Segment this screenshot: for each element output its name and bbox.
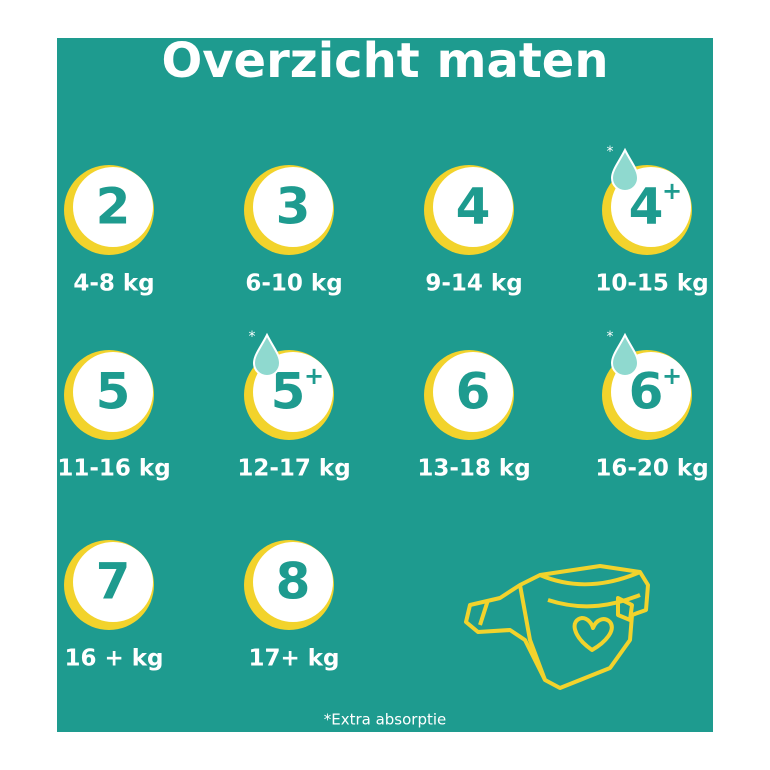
- size-number: 5: [96, 363, 131, 421]
- weight-label: 13-18 kg: [417, 456, 530, 482]
- size-badge: [253, 542, 333, 622]
- size-badge: [73, 542, 153, 622]
- weight-label: 6-10 kg: [245, 271, 342, 297]
- size-number: 2: [96, 178, 131, 236]
- footnote: *Extra absorptie: [324, 711, 447, 729]
- size-plus: +: [662, 362, 682, 390]
- drop-icon: [610, 147, 640, 192]
- asterisk: *: [607, 144, 614, 160]
- weight-label: 17+ kg: [248, 646, 339, 672]
- title: Overzicht maten: [161, 33, 608, 89]
- weight-label: 4-8 kg: [73, 271, 154, 297]
- weight-label: 16-20 kg: [595, 456, 708, 482]
- size-number: 8: [276, 553, 311, 611]
- weight-label: 9-14 kg: [425, 271, 522, 297]
- size-plus: +: [662, 177, 682, 205]
- drop-icon: [610, 332, 640, 377]
- size-badge: [253, 167, 333, 247]
- size-number: 4: [456, 178, 491, 236]
- size-number: 6: [456, 363, 491, 421]
- size-badge: [73, 167, 153, 247]
- asterisk: *: [607, 329, 614, 345]
- weight-label: 11-16 kg: [57, 456, 170, 482]
- asterisk: *: [249, 329, 256, 345]
- weight-label: 12-17 kg: [237, 456, 350, 482]
- size-badge: [433, 352, 513, 432]
- size-badge: [73, 352, 153, 432]
- size-plus: +: [304, 362, 324, 390]
- weight-label: 10-15 kg: [595, 271, 708, 297]
- size-badge: [433, 167, 513, 247]
- size-number: 3: [276, 178, 311, 236]
- diaper-icon: [464, 564, 650, 690]
- size-number: 7: [96, 553, 131, 611]
- weight-label: 16 + kg: [64, 646, 163, 672]
- drop-icon: [252, 332, 282, 377]
